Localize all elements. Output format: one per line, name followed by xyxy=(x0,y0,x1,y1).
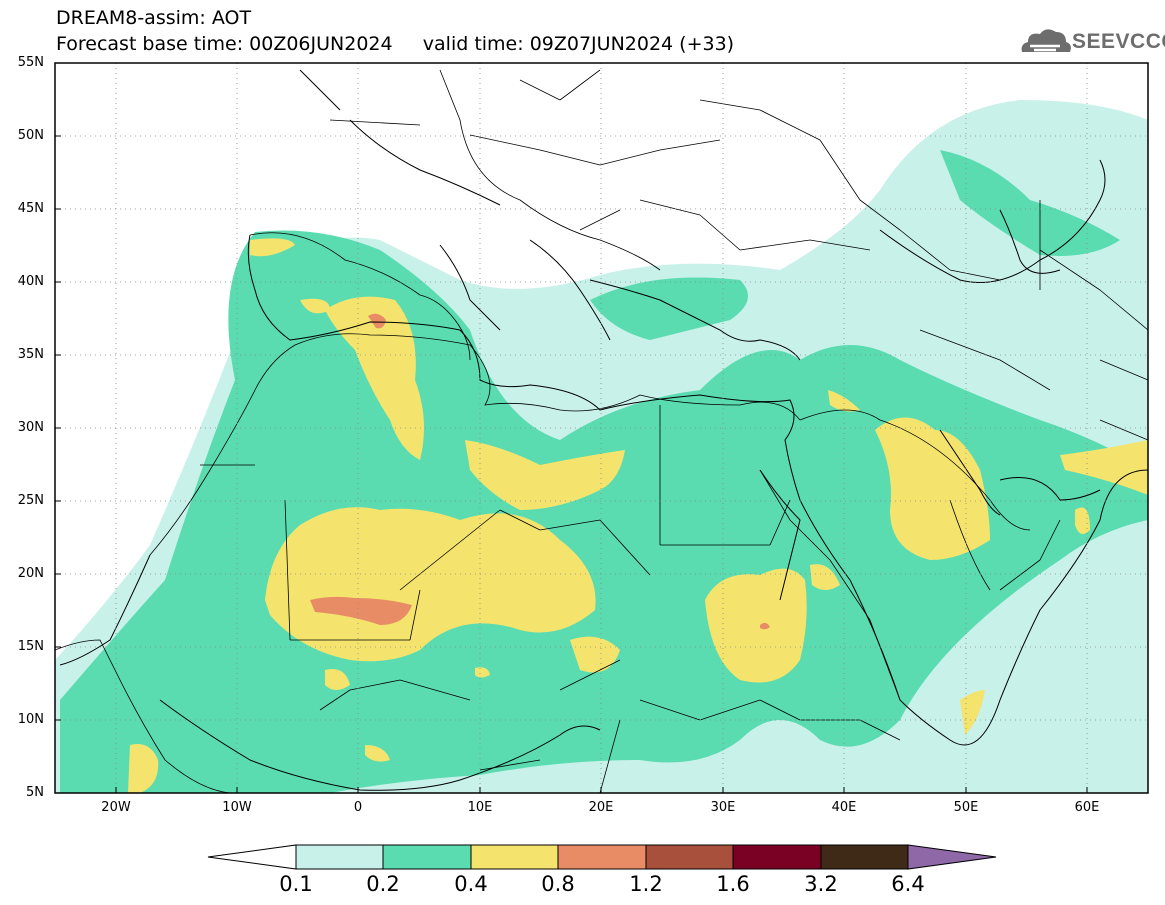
lon-label-40e: 40E xyxy=(831,800,857,815)
colorbar-swatch-0.4-0.8 xyxy=(470,844,559,870)
lat-label-45n: 45N xyxy=(17,201,44,216)
colorbar-swatch-0.8-1.2 xyxy=(557,844,647,870)
colorbar-label: 0.2 xyxy=(366,872,400,896)
lat-label-55n: 55N xyxy=(17,55,44,70)
colorbar-swatch-3.2-6.4 xyxy=(820,844,909,870)
coastlines xyxy=(59,69,1148,791)
colorbar-swatch-1.2-1.6 xyxy=(645,844,734,870)
country-borders xyxy=(55,69,1148,793)
aot-field xyxy=(55,63,1148,793)
colorbar-over-arrow xyxy=(907,844,997,870)
gridlines xyxy=(55,63,1148,793)
lat-label-15n: 15N xyxy=(17,639,44,654)
colorbar-swatch-1.6-3.2 xyxy=(732,844,822,870)
colorbar-label: 1.2 xyxy=(629,872,663,896)
lat-label-30n: 30N xyxy=(17,420,44,435)
lon-label-10w: 10W xyxy=(222,800,252,815)
cloud-logo-icon xyxy=(1021,29,1071,52)
colorbar-label: 1.6 xyxy=(716,872,750,896)
colorbar-swatch-0.2-0.4 xyxy=(382,844,472,870)
lat-label-5n: 5N xyxy=(26,785,44,800)
lon-label-0: 0 xyxy=(353,800,363,815)
colorbar-label: 3.2 xyxy=(804,872,838,896)
lat-label-40n: 40N xyxy=(17,274,44,289)
lat-label-25n: 25N xyxy=(17,493,44,508)
colorbar-label: 0.1 xyxy=(279,872,313,896)
forecast-times: Forecast base time: 00Z06JUN2024 valid t… xyxy=(56,33,735,55)
lon-label-30e: 30E xyxy=(710,800,736,815)
colorbar-under-arrow xyxy=(207,844,297,870)
lat-label-20n: 20N xyxy=(17,566,44,581)
logo-text: SEEVCCC xyxy=(1072,30,1165,53)
colorbar-label: 0.8 xyxy=(541,872,575,896)
lon-label-10e: 10E xyxy=(467,800,493,815)
lon-label-20e: 20E xyxy=(588,800,614,815)
colorbar-swatch-0.1-0.2 xyxy=(295,844,384,870)
colorbar xyxy=(207,844,997,870)
lat-label-50n: 50N xyxy=(17,128,44,143)
lon-label-20w: 20W xyxy=(101,800,131,815)
lon-label-50e: 50E xyxy=(953,800,979,815)
colorbar-label: 0.4 xyxy=(454,872,488,896)
map-title: DREAM8-assim: AOT xyxy=(56,7,252,29)
colorbar-label: 6.4 xyxy=(891,872,925,896)
lat-label-35n: 35N xyxy=(17,347,44,362)
axis-ticks xyxy=(55,135,1088,793)
lat-label-10n: 10N xyxy=(17,712,44,727)
lon-label-60e: 60E xyxy=(1074,800,1100,815)
